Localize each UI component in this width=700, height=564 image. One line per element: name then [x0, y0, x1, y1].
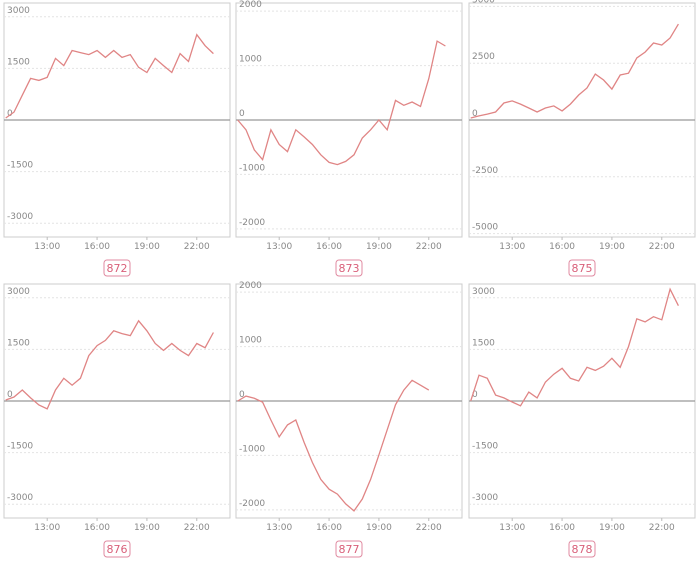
x-tick-label: 22:00	[416, 242, 442, 252]
y-tick-label: 1000	[239, 55, 262, 65]
y-tick-label: -1500	[7, 442, 33, 452]
x-tick-label: 19:00	[599, 523, 625, 533]
y-tick-label: 0	[7, 390, 13, 400]
x-tick-label: 13:00	[499, 523, 525, 533]
x-tick-label: 22:00	[416, 523, 442, 533]
series-line	[5, 33, 214, 119]
badge[interactable]	[103, 259, 131, 277]
x-tick-label: 22:00	[184, 523, 210, 533]
x-tick-label: 16:00	[549, 242, 575, 252]
badge[interactable]	[335, 259, 363, 277]
y-tick-label: 3000	[7, 287, 30, 297]
x-tick-label: 16:00	[316, 242, 342, 252]
y-tick-label: 0	[472, 390, 478, 400]
badge-text[interactable]: 872	[107, 262, 128, 275]
x-tick-label: 22:00	[184, 242, 210, 252]
series-line	[237, 40, 446, 166]
x-tick-label: 16:00	[84, 523, 110, 533]
y-tick-label: 0	[472, 109, 478, 119]
y-tick-label: -3000	[7, 493, 33, 503]
y-tick-label: 0	[7, 109, 13, 119]
x-tick-label: 16:00	[316, 523, 342, 533]
y-tick-label: 1500	[7, 338, 30, 348]
badge[interactable]	[335, 540, 363, 558]
y-tick-label: 3000	[7, 6, 30, 16]
series-line	[237, 379, 430, 512]
y-tick-label: 2500	[472, 52, 495, 62]
x-tick-label: 13:00	[266, 523, 292, 533]
y-tick-label: -3000	[7, 212, 33, 222]
y-tick-label: 1000	[239, 336, 262, 346]
y-tick-label: -1000	[239, 444, 265, 454]
badge-text[interactable]: 873	[339, 262, 360, 275]
series-line	[470, 287, 679, 407]
x-tick-label: 19:00	[366, 242, 392, 252]
y-tick-label: -1000	[239, 163, 265, 173]
x-tick-label: 19:00	[366, 523, 392, 533]
badge-text[interactable]: 875	[572, 262, 593, 275]
x-tick-label: 19:00	[599, 242, 625, 252]
x-tick-label: 13:00	[34, 523, 60, 533]
x-tick-label: 16:00	[84, 242, 110, 252]
y-tick-label: -3000	[472, 493, 498, 503]
y-tick-label: 5000	[472, 0, 495, 5]
x-tick-label: 16:00	[549, 523, 575, 533]
y-tick-label: 0	[239, 109, 245, 119]
y-tick-label: -2500	[472, 166, 498, 176]
y-tick-label: -2000	[239, 499, 265, 509]
badge-text[interactable]: 876	[107, 543, 128, 556]
x-tick-label: 13:00	[499, 242, 525, 252]
x-tick-label: 22:00	[649, 523, 675, 533]
y-tick-label: 2000	[239, 0, 262, 10]
x-tick-label: 13:00	[266, 242, 292, 252]
series-line	[5, 319, 214, 410]
badge[interactable]	[103, 540, 131, 558]
y-tick-label: 3000	[472, 287, 495, 297]
y-tick-label: 2000	[239, 281, 262, 291]
badge-text[interactable]: 878	[572, 543, 593, 556]
x-tick-label: 19:00	[134, 242, 160, 252]
y-tick-label: -5000	[472, 223, 498, 233]
badge[interactable]	[568, 259, 596, 277]
y-tick-label: 0	[239, 390, 245, 400]
badge-text[interactable]: 877	[339, 543, 360, 556]
y-tick-label: 1500	[7, 57, 30, 67]
x-tick-label: 22:00	[649, 242, 675, 252]
x-tick-label: 13:00	[34, 242, 60, 252]
y-tick-label: -1500	[472, 442, 498, 452]
y-tick-label: -2000	[239, 218, 265, 228]
series-line	[470, 23, 679, 119]
y-tick-label: 1500	[472, 338, 495, 348]
y-tick-label: -1500	[7, 161, 33, 171]
badge[interactable]	[568, 540, 596, 558]
x-tick-label: 19:00	[134, 523, 160, 533]
